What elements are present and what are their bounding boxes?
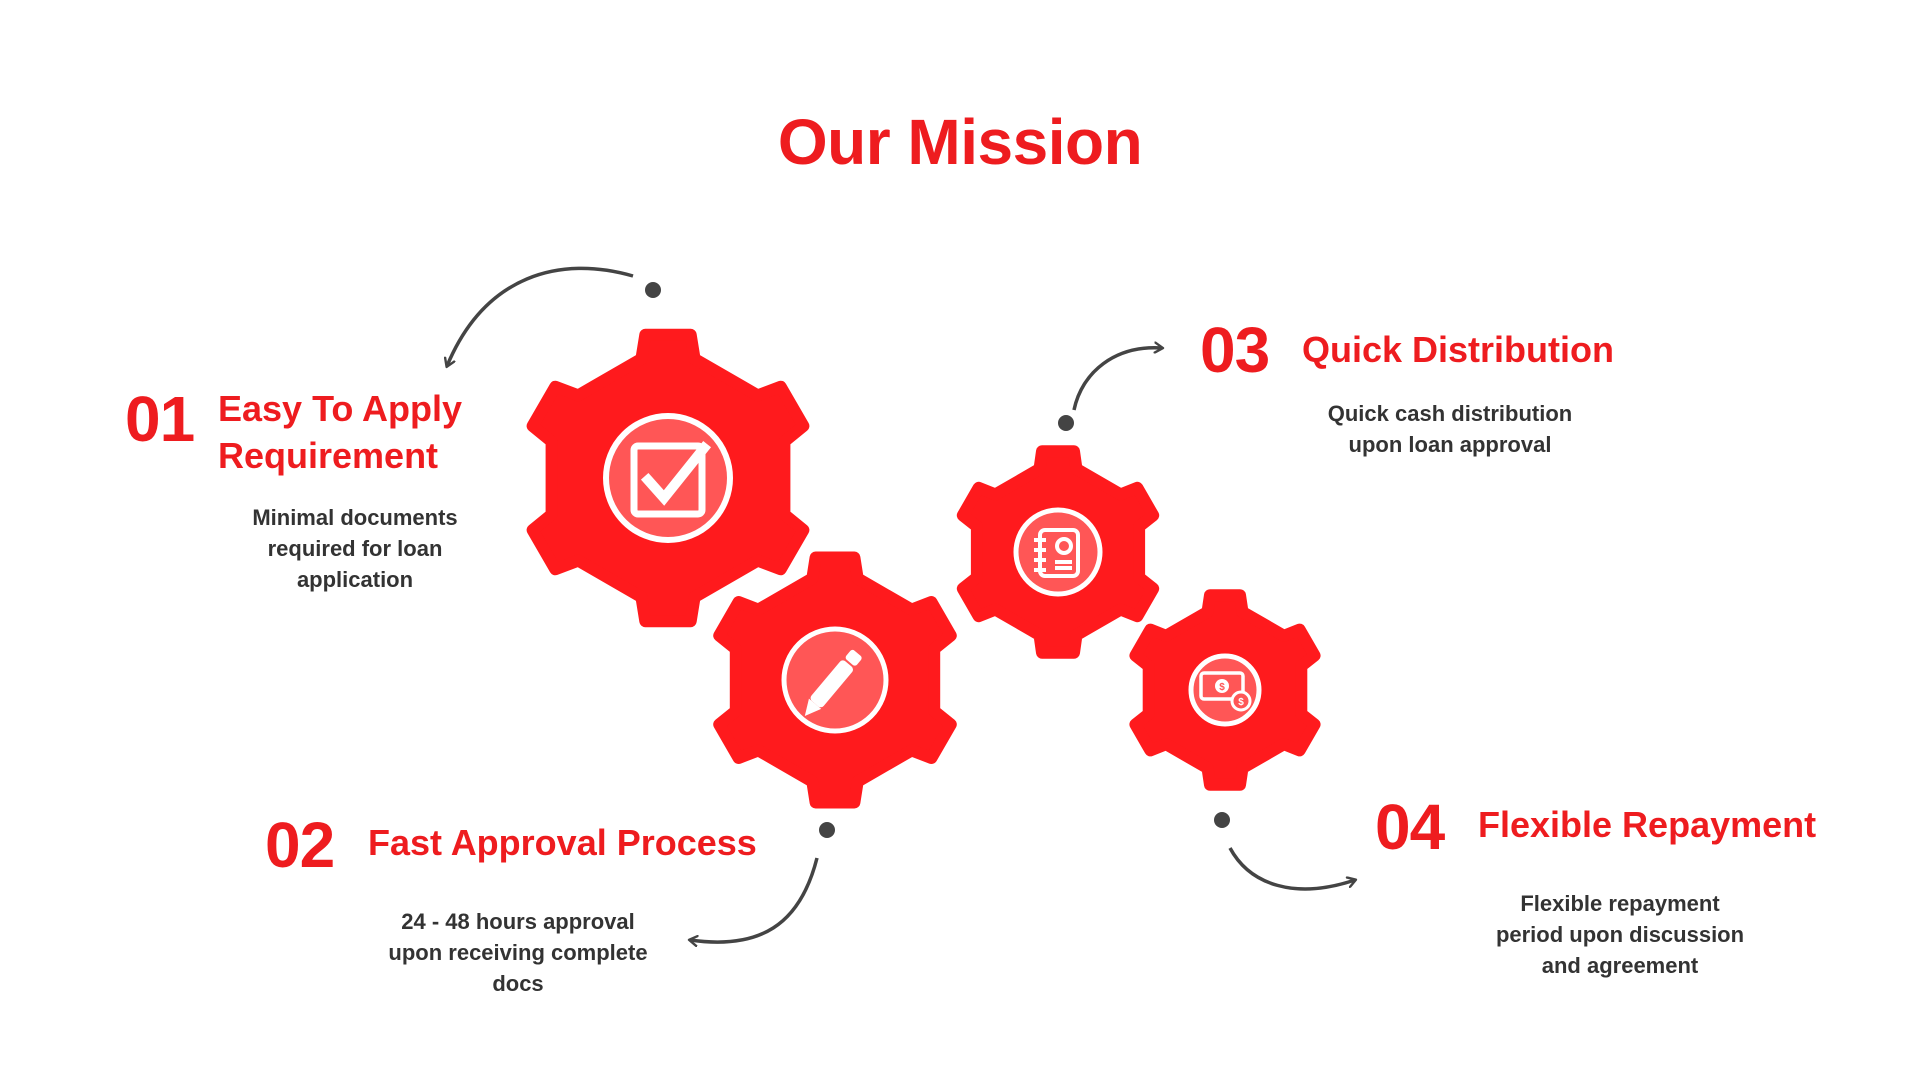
notebook-icon <box>1034 528 1080 578</box>
step-01-desc-line: application <box>296 567 414 592</box>
arrow-to-step-02 <box>690 857 819 942</box>
step-01-desc-line: required for loan <box>267 536 443 561</box>
step-01-heading-line2: Requirement <box>218 435 439 476</box>
step-04-heading: Flexible Repayment <box>1478 804 1817 845</box>
pen-icon <box>804 649 862 717</box>
connector-dot-04 <box>1214 812 1230 828</box>
step-02-description: 24 - 48 hours approval upon receiving co… <box>368 906 668 999</box>
step-04-desc-line: Flexible repayment <box>1520 891 1720 916</box>
cash-coins-icon: $ $ <box>1199 671 1252 712</box>
svg-text:$: $ <box>1219 682 1225 693</box>
arrow-to-step-01 <box>447 266 634 366</box>
step-03-description: Quick cash distribution upon loan approv… <box>1290 398 1610 460</box>
step-04-desc-line: period upon discussion <box>1495 922 1745 947</box>
connector-arrows <box>447 266 1355 942</box>
step-03-heading: Quick Distribution <box>1302 329 1615 370</box>
svg-text:$: $ <box>1238 697 1244 708</box>
step-03-desc-line: Quick cash distribution <box>1327 401 1573 426</box>
checkbox-check-icon <box>630 440 712 518</box>
step-01-number: 01 <box>125 383 195 455</box>
step-01-description: Minimal documents required for loan appl… <box>205 502 505 595</box>
step-02-desc-line: upon receiving complete <box>388 940 648 965</box>
connector-dot-02 <box>819 822 835 838</box>
step-02-desc-line: 24 - 48 hours approval <box>401 909 635 934</box>
arrow-to-step-03 <box>1072 348 1162 411</box>
gear-step-03 <box>956 445 1160 659</box>
arrow-to-step-04 <box>1228 847 1355 891</box>
step-04-desc-line: and agreement <box>1541 953 1699 978</box>
gear-step-01 <box>526 328 810 628</box>
step-03-desc-line: upon loan approval <box>1348 432 1552 457</box>
connector-dot-01 <box>645 282 661 298</box>
page-title: Our Mission <box>777 106 1143 178</box>
connector-dot-03 <box>1058 415 1074 431</box>
step-04-description: Flexible repayment period upon discussio… <box>1460 888 1780 981</box>
step-02-heading: Fast Approval Process <box>368 822 757 863</box>
step-02-number: 02 <box>265 809 335 881</box>
step-02-desc-line: docs <box>492 971 544 996</box>
gear-step-02 <box>713 551 957 809</box>
step-04-number: 04 <box>1375 791 1445 863</box>
step-01-desc-line: Minimal documents <box>252 505 458 530</box>
step-03-number: 03 <box>1200 314 1270 386</box>
gear-step-04: $ $ <box>1129 589 1321 791</box>
step-01-heading-line1: Easy To Apply <box>218 388 463 429</box>
